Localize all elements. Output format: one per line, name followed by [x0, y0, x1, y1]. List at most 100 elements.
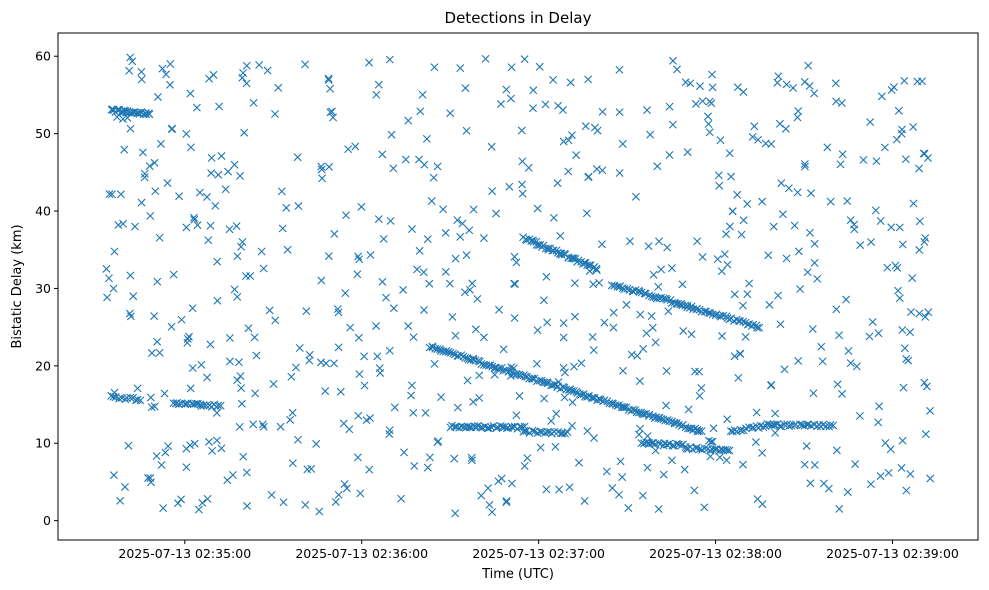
detection-point [810, 258, 819, 267]
detection-point [465, 285, 474, 294]
detection-point [372, 90, 381, 99]
detection-point [329, 113, 338, 122]
detection-point [587, 393, 596, 402]
detection-point [230, 285, 239, 294]
detection-point [244, 324, 253, 333]
detection-point [866, 480, 875, 489]
detection-point [479, 333, 488, 342]
detection-point [305, 350, 314, 359]
detection-point [651, 446, 660, 455]
detection-point [194, 505, 203, 514]
detection-point [640, 289, 649, 298]
detection-point [700, 503, 709, 512]
detection-point [665, 151, 674, 159]
detection-point [649, 270, 658, 279]
detection-point [800, 162, 809, 171]
detection-point [717, 267, 726, 276]
detection-point [683, 424, 692, 433]
detection-point [708, 83, 717, 92]
detection-point [832, 97, 841, 106]
detection-point [295, 344, 304, 352]
detection-point [570, 362, 578, 371]
detection-point [926, 474, 935, 483]
detection-point [419, 268, 428, 277]
detection-point [238, 238, 247, 246]
detection-point [743, 199, 752, 208]
detection-point [698, 97, 707, 106]
detection-point [492, 209, 501, 218]
detection-point [793, 113, 802, 122]
detection-point [140, 169, 149, 178]
detection-point [595, 278, 604, 287]
detection-point [874, 329, 883, 338]
detection-point [600, 318, 609, 327]
detection-point [874, 418, 883, 427]
detection-point [563, 428, 572, 437]
detection-point [723, 446, 732, 455]
detection-point [722, 230, 731, 239]
detection-point [155, 233, 164, 242]
detection-point [389, 164, 398, 173]
detection-point [415, 246, 424, 255]
detection-point [136, 396, 145, 405]
detection-point [529, 86, 538, 95]
detection-point [193, 221, 202, 230]
detection-point [876, 217, 885, 226]
detection-point [921, 234, 930, 243]
detection-point [441, 267, 450, 276]
detection-point [430, 359, 439, 368]
detection-point [619, 403, 628, 412]
detection-point [433, 162, 442, 171]
detection-point [507, 63, 516, 72]
detection-point [169, 270, 178, 279]
detection-point [529, 104, 537, 113]
detection-point [421, 408, 430, 417]
detection-point [555, 485, 564, 494]
detection-point [521, 372, 530, 381]
detection-point [559, 319, 568, 328]
detection-point [318, 174, 327, 183]
detection-point [360, 381, 369, 390]
detection-point [102, 264, 111, 273]
detection-point [485, 500, 494, 509]
y-tick-label: 60 [35, 49, 51, 64]
detection-point [446, 348, 455, 357]
detection-point [119, 219, 128, 228]
detection-point [153, 337, 162, 346]
detection-point [153, 277, 162, 286]
detection-point [401, 155, 410, 164]
detection-point [659, 470, 668, 479]
detection-point [707, 437, 716, 446]
detection-point [544, 244, 553, 253]
detection-point [560, 368, 569, 377]
detection-point [235, 422, 244, 431]
detection-point [215, 102, 224, 111]
detection-point [564, 167, 573, 176]
detection-point [293, 153, 302, 162]
detection-point [133, 395, 142, 404]
detection-point [558, 382, 567, 391]
detection-point [843, 197, 852, 206]
detection-point [609, 323, 618, 332]
detection-point [906, 470, 915, 478]
detection-point [922, 382, 931, 391]
detection-point [126, 271, 135, 280]
detection-point [345, 425, 354, 434]
detection-point [722, 456, 731, 465]
detection-point [802, 441, 811, 450]
detection-point [374, 215, 383, 224]
detection-point [124, 441, 133, 450]
detection-point [116, 190, 125, 199]
detection-point [623, 284, 632, 293]
detection-point [207, 169, 216, 178]
y-tick-label: 40 [35, 204, 51, 219]
detection-point [233, 292, 242, 301]
detection-point [679, 326, 688, 335]
detection-point [542, 272, 551, 281]
detection-point [212, 408, 221, 417]
detection-point [558, 106, 567, 115]
detection-point [140, 173, 149, 182]
detection-point [581, 122, 590, 131]
detection-point [397, 494, 406, 503]
detection-point [697, 427, 706, 436]
